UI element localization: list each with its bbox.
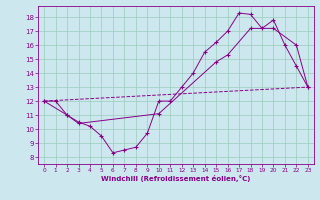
X-axis label: Windchill (Refroidissement éolien,°C): Windchill (Refroidissement éolien,°C) — [101, 175, 251, 182]
